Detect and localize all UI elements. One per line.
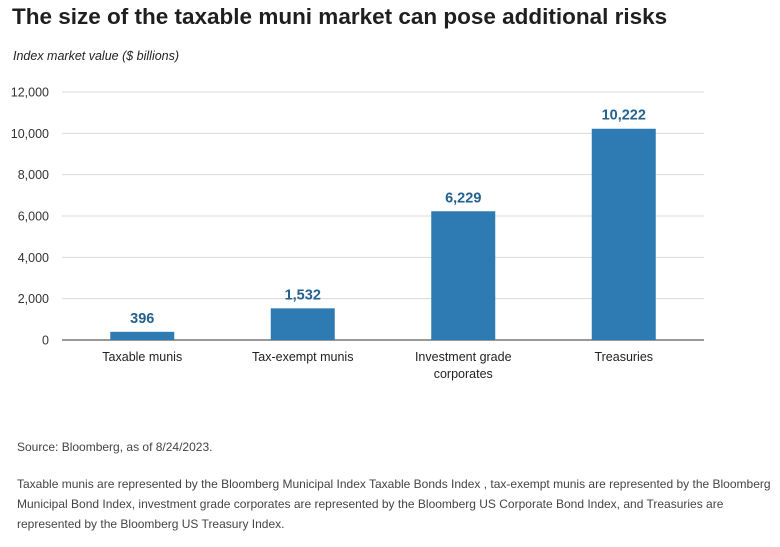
y-axis-label: Index market value ($ billions) [13, 49, 180, 63]
chart-title: The size of the taxable muni market can … [12, 4, 668, 29]
bar-chart: 0 2,000 4,000 6,000 8,000 10,000 12,000 396 Taxa… [11, 86, 704, 381]
y-tick-label: 8,000 [18, 168, 49, 182]
y-tick-label: 4,000 [18, 251, 49, 265]
data-label: 396 [130, 311, 154, 327]
y-tick-label: 6,000 [18, 210, 49, 224]
x-tick-label: corporates [434, 367, 493, 381]
x-tick-label: Treasuries [594, 350, 653, 364]
bar [591, 128, 656, 340]
index-footnote: Taxable munis are represented by the Blo… [17, 477, 771, 531]
source-note: Source: Bloomberg, as of 8/24/2023. [17, 440, 213, 454]
y-tick-label: 2,000 [18, 292, 49, 306]
y-tick-label: 10,000 [11, 127, 49, 141]
bar [270, 308, 335, 340]
bar [431, 211, 496, 340]
data-label: 1,532 [285, 287, 321, 303]
x-tick-label: Taxable munis [102, 350, 182, 364]
y-tick-label: 12,000 [11, 86, 49, 100]
x-tick-label: Tax-exempt munis [252, 350, 353, 364]
data-label: 10,222 [602, 108, 646, 124]
data-label: 6,229 [445, 190, 481, 206]
y-tick-label: 0 [42, 334, 49, 348]
x-tick-label: Investment grade [415, 350, 512, 364]
bar [110, 331, 175, 340]
